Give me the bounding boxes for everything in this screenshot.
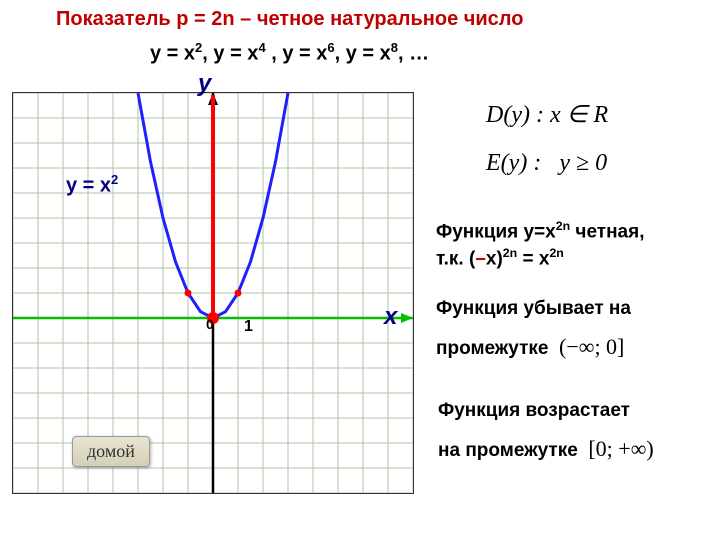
curve-label: у = х2 <box>66 172 118 198</box>
range-formula: E(y) : y ≥ 0 <box>486 150 607 177</box>
graph-panel <box>12 92 414 494</box>
equation-list: у = х2, у = х4 , у = х6, у = х8, … <box>150 40 429 66</box>
domain-formula: D(y) : x ∈ R <box>486 100 608 129</box>
decrease-text: Функция убывает напромежутке (−∞; 0] <box>436 296 631 361</box>
increase-text: Функция возрастаетна промежутке [0; +∞) <box>438 398 654 463</box>
parity-text: Функция у=х2n четная,т.к. (–х)2n = х2n <box>436 218 644 272</box>
parabola-plot <box>13 93 413 493</box>
x-axis-label: х <box>384 303 397 331</box>
y-axis-label: у <box>198 70 211 98</box>
page-title: Показатель р = 2n – четное натуральное ч… <box>56 8 523 31</box>
x-tick-1-label: 1 <box>244 318 253 336</box>
origin-label: 0 <box>206 316 214 332</box>
home-button[interactable]: домой <box>72 436 150 467</box>
